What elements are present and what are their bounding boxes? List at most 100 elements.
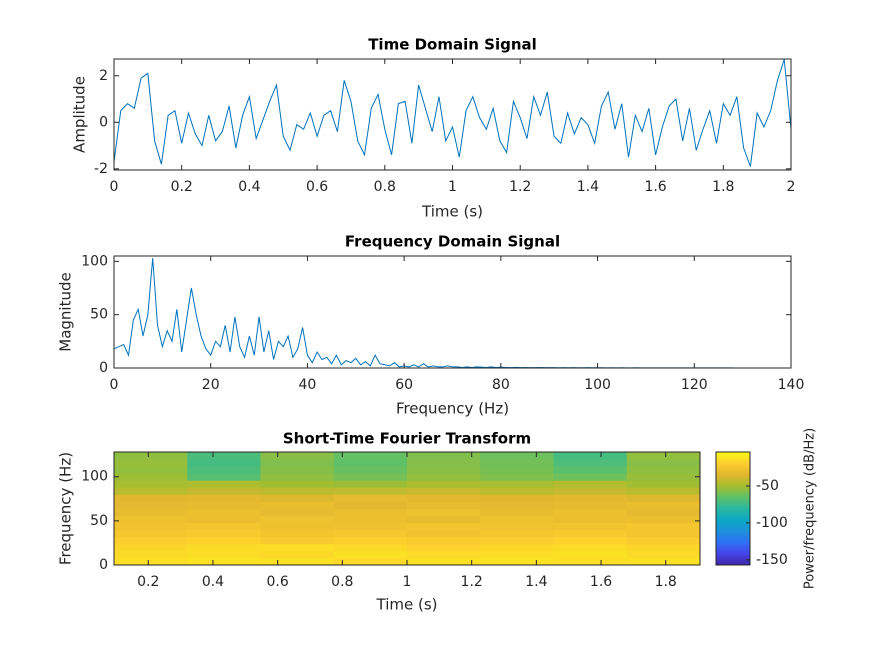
heat-cell <box>187 501 261 509</box>
heat-cell <box>187 515 261 524</box>
heat-cell <box>187 459 261 467</box>
heat-cell <box>626 459 701 467</box>
heat-cell <box>114 452 188 460</box>
heat-cell <box>626 536 701 545</box>
x-tick-label: 1.2 <box>509 179 531 195</box>
y-axis-label: Frequency (Hz) <box>57 452 75 565</box>
heat-cell <box>407 501 481 509</box>
heat-cell <box>407 550 481 559</box>
x-tick-label: 0.2 <box>137 574 159 590</box>
x-tick-label: 0.4 <box>202 574 224 590</box>
heat-cell <box>187 480 261 488</box>
heat-cell <box>407 508 481 516</box>
heat-cell <box>114 550 188 559</box>
heat-cell <box>333 487 408 495</box>
signal-line <box>114 59 791 167</box>
heat-cell <box>333 515 408 524</box>
x-tick-label: 1 <box>403 574 412 590</box>
y-tick-label: 100 <box>81 253 108 269</box>
x-tick-label: 1.4 <box>525 574 547 590</box>
heat-cell <box>553 480 628 488</box>
heat-cell <box>407 515 481 524</box>
heat-cell <box>407 466 481 474</box>
heat-cell <box>114 543 188 552</box>
heat-cell <box>260 501 335 509</box>
x-tick-label: 120 <box>681 377 708 393</box>
heat-cell <box>480 550 554 559</box>
heat-cell <box>407 473 481 481</box>
x-tick-label: 2 <box>787 179 796 195</box>
heat-cell <box>114 494 188 502</box>
axes-title: Short-Time Fourier Transform <box>283 430 531 448</box>
heat-cell <box>114 466 188 474</box>
heat-cell <box>260 529 335 538</box>
heat-cell <box>187 543 261 552</box>
x-axis-label: Time (s) <box>376 596 438 614</box>
heat-cell <box>553 473 628 481</box>
heat-cell <box>333 508 408 516</box>
heat-cell <box>480 557 554 566</box>
heat-cell <box>626 550 701 559</box>
heat-cell <box>553 459 628 467</box>
x-tick-label: 0.8 <box>374 179 396 195</box>
x-tick-label: 0.4 <box>238 179 260 195</box>
heat-cell <box>480 494 554 502</box>
heat-cell <box>480 501 554 509</box>
x-tick-label: 20 <box>202 377 220 393</box>
x-tick-label: 1.8 <box>655 574 677 590</box>
colorbar-tick-label: -100 <box>756 515 788 531</box>
x-tick-label: 1.8 <box>712 179 734 195</box>
heat-cell <box>553 452 628 460</box>
y-tick-label: 50 <box>90 513 108 529</box>
heat-cell <box>333 529 408 538</box>
heat-cell <box>407 494 481 502</box>
heat-cell <box>480 536 554 545</box>
heat-cell <box>260 459 335 467</box>
heat-cell <box>480 487 554 495</box>
heat-cell <box>553 543 628 552</box>
heat-cell <box>553 529 628 538</box>
heat-cell <box>187 508 261 516</box>
heat-cell <box>187 536 261 545</box>
x-tick-label: 80 <box>492 377 510 393</box>
heat-cell <box>333 452 408 460</box>
heat-cell <box>114 487 188 495</box>
heat-cell <box>553 487 628 495</box>
heat-cell <box>480 459 554 467</box>
heat-cell <box>553 515 628 524</box>
heat-cell <box>333 522 408 531</box>
heat-cell <box>553 466 628 474</box>
heat-cell <box>187 494 261 502</box>
heat-cell <box>626 487 701 495</box>
heat-cell <box>333 550 408 559</box>
heat-cell <box>260 494 335 502</box>
heat-cell <box>260 480 335 488</box>
x-tick-label: 1 <box>448 179 457 195</box>
heat-cell <box>553 501 628 509</box>
heat-cell <box>260 543 335 552</box>
x-tick-label: 1.6 <box>644 179 666 195</box>
y-tick-label: 0 <box>99 360 108 376</box>
heat-cell <box>407 522 481 531</box>
heat-cell <box>553 522 628 531</box>
heat-cell <box>480 543 554 552</box>
colorbar-label: Power/frequency (dB/Hz) <box>803 428 818 589</box>
heat-cell <box>333 557 408 566</box>
x-tick-label: 0 <box>110 179 119 195</box>
x-tick-label: 1.4 <box>577 179 599 195</box>
heat-cell <box>480 529 554 538</box>
heat-cell <box>480 515 554 524</box>
x-tick-label: 0 <box>110 377 119 393</box>
x-tick-label: 140 <box>778 377 805 393</box>
heat-cell <box>333 473 408 481</box>
heat-cell <box>407 557 481 566</box>
x-tick-label: 0.2 <box>171 179 193 195</box>
heat-cell <box>333 501 408 509</box>
heat-cell <box>626 508 701 516</box>
heat-cell <box>553 536 628 545</box>
heat-cell <box>480 473 554 481</box>
colorbar-tick-label: -50 <box>756 478 779 494</box>
heat-cell <box>187 550 261 559</box>
